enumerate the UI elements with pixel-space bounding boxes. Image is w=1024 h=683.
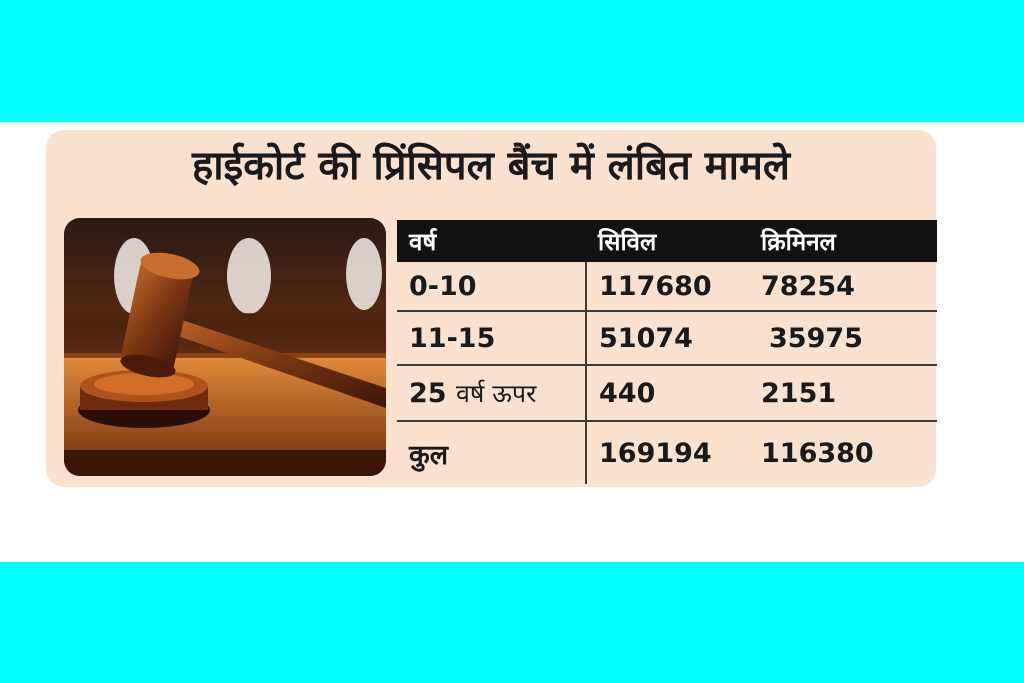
year-value: 0-10 (409, 270, 477, 302)
table-row: 25 वर्ष ऊपर 440 2151 (397, 365, 937, 422)
gavel-icon (64, 218, 386, 476)
year-value: 25 (409, 378, 447, 409)
bottom-cyan-band (0, 562, 1024, 683)
pending-cases-table: वर्ष सिविल क्रिमिनल 0-10 117680 78254 11… (397, 220, 937, 484)
cell-criminal: 2151 (749, 365, 937, 422)
table-row-total: कुल 169194 116380 (397, 421, 937, 484)
cell-year: 25 वर्ष ऊपर (397, 365, 587, 422)
cell-year: 11-15 (397, 311, 587, 366)
year-value: 11-15 (409, 322, 496, 354)
header-year: वर्ष (397, 220, 586, 262)
total-label: कुल (409, 439, 449, 471)
cell-year: कुल (397, 421, 587, 484)
cell-civil: 117680 (586, 262, 749, 312)
table-row: 0-10 117680 78254 (397, 262, 937, 312)
cell-year: 0-10 (397, 262, 587, 312)
year-suffix: वर्ष ऊपर (455, 379, 537, 408)
table-row: 11-15 51074 35975 (397, 311, 937, 366)
top-cyan-band (0, 0, 1024, 122)
table-header-row: वर्ष सिविल क्रिमिनल (397, 220, 937, 262)
header-criminal: क्रिमिनल (749, 220, 937, 262)
cell-criminal: 35975 (749, 311, 937, 366)
header-civil: सिविल (586, 220, 749, 262)
cell-civil: 169194 (599, 437, 712, 469)
cell-civil: 440 (586, 365, 749, 422)
gavel-photo (64, 218, 386, 476)
cell-criminal: 78254 (749, 262, 937, 312)
cell-criminal: 116380 (761, 437, 874, 469)
cell-civil: 51074 (586, 311, 749, 366)
page-title: हाईकोर्ट की प्रिंसिपल बैंच में लंबित माम… (191, 143, 791, 189)
